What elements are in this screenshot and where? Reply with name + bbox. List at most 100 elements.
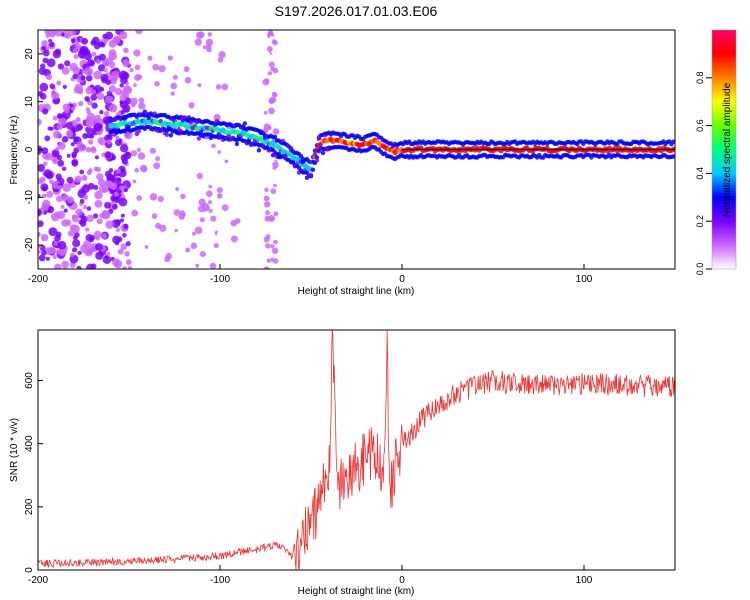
spectrogram-cell-639 [172, 74, 178, 80]
spectrogram-cell-463 [88, 168, 93, 173]
snr-ytick-label-2: 400 [24, 435, 35, 452]
spectrogram-cell-519 [79, 220, 87, 227]
spectrogram-cell-552 [158, 65, 166, 73]
spectrogram-xtick-label-2: 0 [399, 274, 405, 285]
spectrogram-cell-654 [266, 258, 271, 263]
spectrogram-cell-412 [95, 58, 102, 65]
spectrogram-cell-390 [84, 67, 94, 76]
spectrogram-cell-31 [77, 250, 82, 256]
spectrogram-cell-349 [85, 227, 90, 232]
spectrogram-cell-296 [74, 83, 83, 92]
spectrogram-cell-437 [44, 152, 53, 161]
spectrogram-cell-242 [94, 190, 103, 200]
spectrogram-cell-1106 [310, 167, 316, 172]
spectrogram-ytick-label-4: 20 [24, 48, 35, 60]
spectrogram-cell-371 [46, 58, 56, 68]
spectrogram-cell-569 [153, 162, 161, 170]
spectrogram-cell-211 [38, 254, 46, 262]
snr-frame [37, 329, 676, 571]
spectrogram-cell-662 [264, 201, 271, 208]
spectrogram-cell-332 [108, 49, 117, 57]
spectrogram-cell-341 [114, 139, 122, 146]
spectrogram-cell-238 [95, 251, 104, 260]
colorbar-tick-label-1: 0.2 [695, 215, 705, 228]
spectrogram-cell-405 [71, 214, 80, 223]
spectrogram-cell-240 [56, 80, 62, 86]
spectrogram-cell-307 [71, 119, 78, 126]
spectrogram-cell-326 [71, 38, 76, 43]
spectrogram-cell-684 [268, 207, 274, 213]
spectrogram-cell-393 [106, 134, 113, 141]
spectrogram-cell-455 [85, 121, 91, 126]
spectrogram-cell-433 [104, 151, 112, 159]
spectrogram-cell-109 [85, 146, 92, 153]
spectrogram-cell-355 [125, 259, 132, 266]
spectrogram-cell-204 [93, 213, 99, 219]
spectrogram-cell-136 [52, 130, 61, 139]
spectrogram-cell-14 [60, 204, 65, 209]
spectrogram-cell-203 [102, 33, 108, 39]
spectrogram-cell-545 [196, 172, 203, 180]
spectrogram-cell-198 [112, 203, 118, 210]
spectrogram-cell-638 [130, 102, 136, 108]
spectrogram-cell-120 [44, 135, 51, 142]
spectrogram-cell-698 [270, 66, 275, 72]
spectrogram-cell-520 [208, 184, 213, 189]
spectrogram-cell-330 [106, 90, 113, 97]
spectrogram-cell-531 [136, 195, 143, 201]
colorbar-label: Normalized spectral amplitude [722, 82, 733, 217]
spectrogram-cell-26 [90, 93, 98, 101]
spectrogram-cell-634 [138, 97, 145, 104]
spectrogram-cell-444 [122, 232, 127, 238]
spectrogram-cell-624 [231, 245, 238, 252]
spectrogram-cell-626 [175, 231, 181, 237]
spectrogram-cell-524 [175, 187, 179, 191]
spectrogram-cell-537 [190, 152, 199, 160]
spectrogram-cell-592 [210, 215, 217, 222]
spectrogram-cell-615 [137, 152, 146, 160]
colorbar-tick-label-2: 0.4 [695, 167, 705, 180]
spectrogram-cell-505 [86, 214, 94, 223]
spectrogram-cell-360 [108, 61, 116, 69]
chart-title: S197.2026.017.01.03.E06 [275, 3, 438, 19]
snr-series-line [38, 330, 675, 570]
spectrogram-cell-138 [91, 51, 97, 57]
spectrogram-cell-439 [73, 136, 79, 142]
spectrogram-cell-486 [46, 30, 55, 35]
spectrogram-cell-260 [55, 173, 62, 180]
spectrogram-cell-407 [49, 41, 55, 48]
spectrogram-cell-366 [42, 161, 48, 167]
spectrogram-cell-347 [55, 195, 63, 203]
spectrogram-cell-385 [71, 151, 78, 158]
spectrogram-cell-539 [195, 263, 200, 268]
spectrogram-cell-561 [217, 150, 222, 154]
spectrogram-cell-333 [97, 137, 104, 144]
spectrogram-cell-124 [119, 83, 124, 88]
spectrogram-cell-468 [94, 155, 99, 160]
spectrogram-cell-625 [149, 147, 156, 154]
spectrogram-cell-478 [64, 107, 70, 114]
spectrogram-cell-179 [81, 174, 88, 181]
spectrogram-cell-574 [197, 83, 202, 88]
spectrogram-cell-687 [271, 247, 279, 254]
spectrogram-cell-225 [91, 102, 98, 109]
spectrogram-cell-612 [127, 265, 132, 269]
spectrogram-cell-210 [42, 193, 47, 199]
spectrogram-cell-121 [71, 247, 78, 253]
spectrogram-cell-682 [273, 239, 278, 245]
snr-ytick-label-0: 0 [24, 567, 35, 573]
spectrogram-cell-339 [95, 166, 101, 173]
spectrogram-cell-359 [56, 154, 63, 161]
spectrogram-y-label: Frequency (Hz) [9, 116, 20, 185]
spectrogram-cell-553 [208, 208, 213, 213]
spectrogram-cell-971 [242, 121, 248, 126]
spectrogram-cell-265 [64, 219, 72, 227]
spectrogram-cell-644 [269, 228, 277, 236]
spectrogram-cell-560 [211, 143, 216, 149]
spectrogram-cell-1115 [314, 158, 320, 163]
spectrogram-cell-426 [80, 75, 86, 81]
spectrogram-cell-387 [74, 175, 82, 183]
spectrogram-cell-377 [56, 113, 63, 119]
spectrogram-cell-293 [96, 218, 103, 225]
spectrogram-cell-421 [76, 265, 82, 269]
